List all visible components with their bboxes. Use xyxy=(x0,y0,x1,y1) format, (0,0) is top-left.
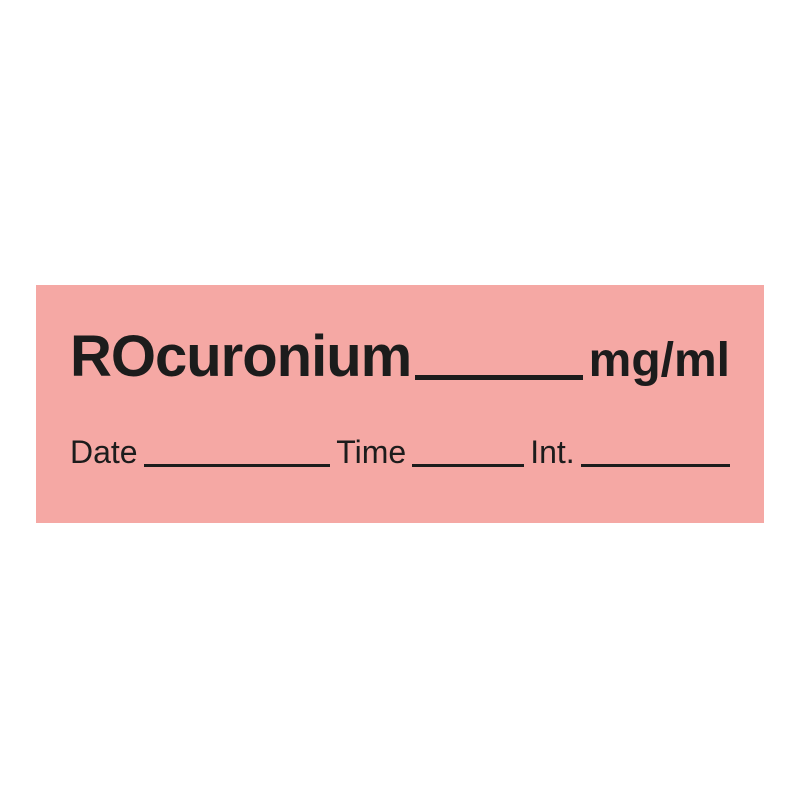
drug-name-rest: curonium xyxy=(155,324,411,389)
initials-blank[interactable] xyxy=(581,464,730,467)
time-label: Time xyxy=(336,434,406,471)
drug-name: ROcuronium xyxy=(70,323,411,390)
time-blank[interactable] xyxy=(412,464,524,467)
metadata-row: Date Time Int. xyxy=(70,434,730,471)
date-blank[interactable] xyxy=(144,464,331,467)
drug-name-prefix: RO xyxy=(70,324,155,389)
canvas: ROcuronium mg/ml Date Time Int. xyxy=(0,0,800,800)
concentration-blank[interactable] xyxy=(415,375,582,380)
initials-label: Int. xyxy=(530,434,574,471)
date-label: Date xyxy=(70,434,138,471)
concentration-unit: mg/ml xyxy=(589,333,730,388)
drug-concentration-row: ROcuronium mg/ml xyxy=(70,323,730,390)
medication-label: ROcuronium mg/ml Date Time Int. xyxy=(36,285,764,523)
